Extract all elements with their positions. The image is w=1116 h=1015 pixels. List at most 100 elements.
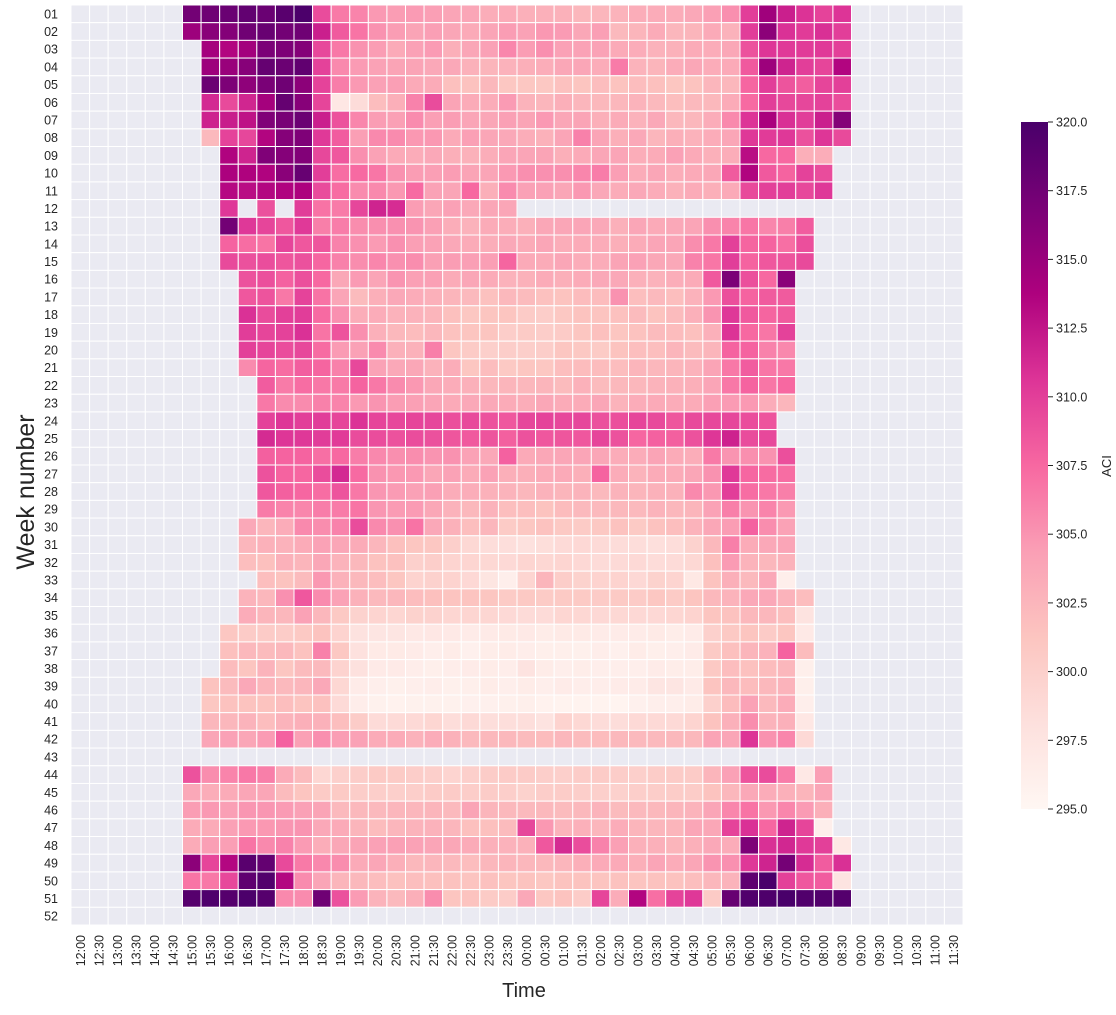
- heatmap-cell: [386, 623, 407, 643]
- heatmap-cell: [776, 22, 797, 41]
- heatmap-cell: [739, 836, 760, 855]
- heatmap-cell: [683, 199, 704, 218]
- heatmap-cell: [906, 163, 927, 183]
- heatmap-cell: [888, 853, 908, 873]
- heatmap-cell: [572, 712, 592, 731]
- heatmap-cell: [572, 287, 592, 307]
- heatmap-cell: [925, 747, 945, 767]
- heatmap-cell: [665, 322, 685, 342]
- y-tick-label: 22: [44, 379, 58, 393]
- heatmap-cell: [888, 818, 908, 838]
- heatmap-cell: [182, 92, 202, 112]
- heatmap-cell: [646, 552, 667, 572]
- heatmap-cell: [144, 146, 165, 165]
- heatmap-cell: [349, 216, 369, 236]
- heatmap-cell: [590, 641, 611, 661]
- heatmap-cell: [702, 552, 722, 572]
- heatmap-cell: [200, 22, 221, 41]
- colorbar-label: ACI: [1099, 455, 1114, 477]
- heatmap-cell: [163, 340, 183, 360]
- heatmap-cell: [776, 39, 797, 59]
- heatmap-cell: [925, 853, 945, 873]
- heatmap-cell: [497, 181, 518, 201]
- heatmap-cell: [646, 853, 667, 873]
- heatmap-cell: [330, 110, 351, 130]
- heatmap-cell: [758, 552, 778, 572]
- heatmap-cell: [460, 517, 481, 537]
- heatmap-cell: [497, 499, 518, 519]
- heatmap-cell: [739, 535, 760, 554]
- heatmap-cell: [720, 517, 741, 537]
- heatmap-cell: [795, 641, 815, 661]
- heatmap-cell: [516, 128, 537, 148]
- heatmap-cell: [237, 588, 258, 608]
- heatmap-cell: [590, 765, 611, 784]
- heatmap-cell: [312, 216, 332, 236]
- heatmap-cell: [628, 782, 648, 802]
- heatmap-cell: [442, 305, 462, 324]
- heatmap-cell: [200, 517, 221, 537]
- heatmap-cell: [553, 818, 574, 838]
- heatmap-cell: [943, 393, 964, 413]
- heatmap-cell: [200, 4, 221, 24]
- heatmap-cell: [497, 75, 518, 94]
- heatmap-cell: [628, 694, 648, 714]
- heatmap-cell: [572, 358, 592, 378]
- y-tick-label: 20: [44, 344, 58, 358]
- heatmap-cell: [665, 429, 685, 448]
- heatmap-cell: [274, 552, 295, 572]
- heatmap-cell: [869, 340, 890, 360]
- heatmap-cell: [442, 22, 462, 41]
- heatmap-cell: [460, 552, 481, 572]
- heatmap-cell: [572, 747, 592, 767]
- heatmap-cell: [795, 110, 815, 130]
- heatmap-cell: [293, 871, 314, 891]
- x-tick-label: 23:00: [483, 935, 497, 966]
- heatmap-cell: [553, 765, 574, 784]
- heatmap-cell: [832, 216, 852, 236]
- heatmap-cell: [702, 747, 722, 767]
- heatmap-cell: [293, 322, 314, 342]
- heatmap-cell: [628, 446, 648, 466]
- heatmap-cell: [758, 163, 778, 183]
- heatmap-cell: [200, 393, 221, 413]
- heatmap-cell: [795, 535, 815, 554]
- heatmap-cell: [200, 623, 221, 643]
- colorbar-tick-label: 302.5: [1056, 596, 1087, 610]
- heatmap-cell: [219, 659, 239, 678]
- x-tick-label: 15:30: [204, 935, 218, 966]
- y-tick-label: 27: [44, 467, 58, 481]
- heatmap-cell: [943, 216, 964, 236]
- heatmap-cell: [776, 163, 797, 183]
- heatmap-cell: [906, 110, 927, 130]
- heatmap-cell: [274, 906, 295, 926]
- heatmap-cell: [776, 606, 797, 625]
- heatmap-cell: [702, 4, 722, 24]
- heatmap-cell: [386, 482, 407, 501]
- heatmap-cell: [107, 906, 128, 926]
- heatmap-cell: [832, 570, 852, 590]
- heatmap-cell: [126, 287, 146, 307]
- heatmap-cell: [89, 110, 109, 130]
- heatmap-cell: [274, 588, 295, 608]
- heatmap-cell: [163, 216, 183, 236]
- heatmap-cell: [720, 641, 741, 661]
- heatmap-cell: [609, 464, 629, 484]
- colorbar-tick-label: 300.0: [1056, 665, 1087, 679]
- heatmap-cell: [237, 163, 258, 183]
- heatmap-cell: [70, 358, 91, 378]
- heatmap-cell: [665, 358, 685, 378]
- heatmap-cell: [776, 340, 797, 360]
- heatmap-cell: [572, 57, 592, 77]
- y-tick-label: 50: [44, 874, 58, 888]
- heatmap-cell: [163, 765, 183, 784]
- y-tick-label: 29: [44, 503, 58, 517]
- heatmap-cell: [293, 659, 314, 678]
- heatmap-cell: [795, 853, 815, 873]
- heatmap-cell: [126, 782, 146, 802]
- heatmap-cell: [163, 269, 183, 289]
- heatmap-cell: [795, 199, 815, 218]
- heatmap-cell: [460, 464, 481, 484]
- heatmap-cell: [776, 358, 797, 378]
- heatmap-cell: [312, 393, 332, 413]
